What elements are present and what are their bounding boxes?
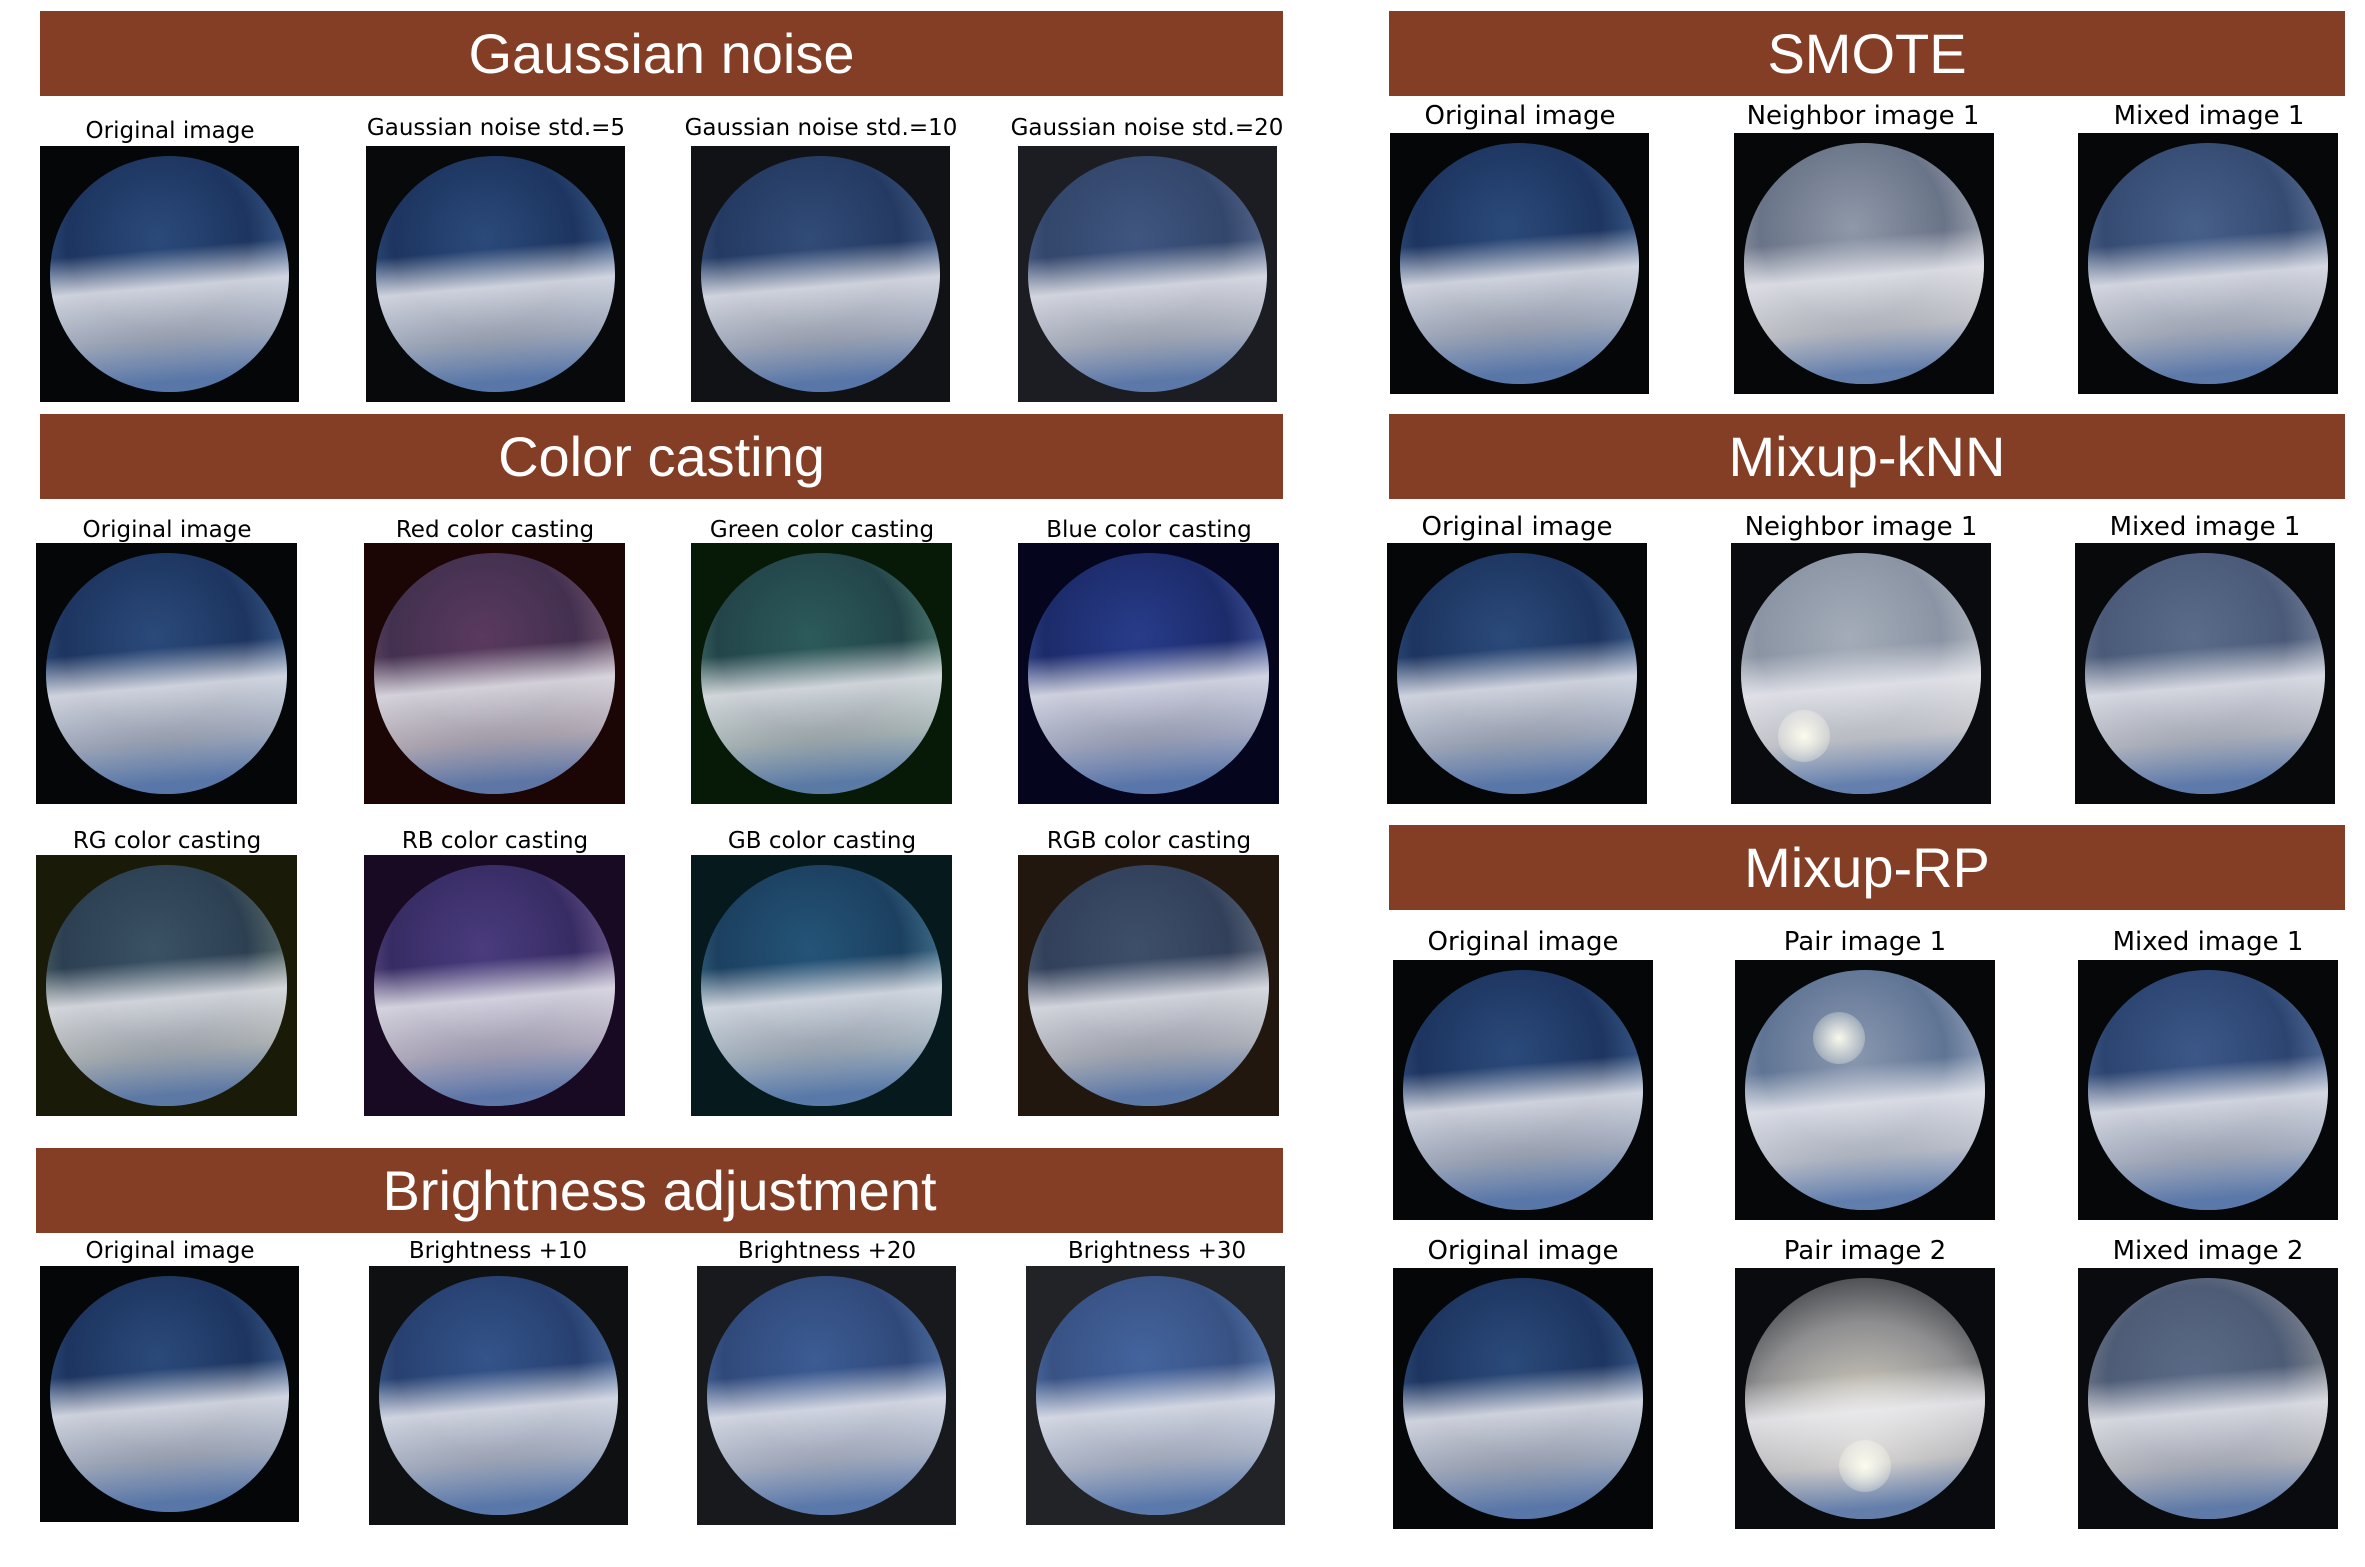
sky-image bbox=[40, 146, 299, 402]
cloud-layer bbox=[701, 156, 940, 392]
sky-image bbox=[691, 855, 952, 1116]
sun-glare bbox=[1839, 1440, 1891, 1493]
mixup-knn-title: Mixup-kNN bbox=[1728, 425, 2006, 488]
sky-image bbox=[691, 543, 952, 804]
image-caption: Brightness +20 bbox=[737, 1238, 917, 1264]
cloud-layer bbox=[46, 553, 287, 794]
cloud-layer bbox=[2088, 1278, 2328, 1519]
image-caption: Mixed image 1 bbox=[2109, 512, 2301, 542]
cloud-layer bbox=[374, 865, 615, 1106]
cloud-layer bbox=[1028, 553, 1269, 794]
brightness-title: Brightness adjustment bbox=[382, 1159, 937, 1222]
cloud-layer bbox=[374, 553, 615, 794]
sun-glare bbox=[1813, 1012, 1865, 1064]
sky-image bbox=[40, 1266, 299, 1522]
cloud-layer bbox=[1745, 970, 1985, 1210]
gaussian-noise-title: Gaussian noise bbox=[468, 22, 855, 85]
image-caption: Brightness +30 bbox=[1067, 1238, 1247, 1264]
sky-image bbox=[1026, 1266, 1285, 1525]
image-caption: Mixed image 1 bbox=[2113, 101, 2305, 131]
color-casting-title: Color casting bbox=[498, 425, 825, 488]
image-caption: RB color casting bbox=[401, 828, 589, 854]
cloud-layer bbox=[1403, 1278, 1643, 1519]
image-caption: Original image bbox=[85, 1238, 255, 1264]
image-caption: Pair image 2 bbox=[1783, 1236, 1947, 1266]
cloud-layer bbox=[2088, 143, 2328, 384]
sky-image bbox=[2075, 543, 2335, 804]
image-caption: RGB color casting bbox=[1046, 828, 1252, 854]
cloud-layer bbox=[1741, 553, 1981, 794]
cloud-layer bbox=[1744, 143, 1984, 384]
image-caption: Neighbor image 1 bbox=[1746, 101, 1980, 131]
image-caption: Neighbor image 1 bbox=[1744, 512, 1978, 542]
brightness-banner: Brightness adjustment bbox=[36, 1148, 1283, 1233]
sky-image bbox=[36, 543, 297, 804]
cloud-layer bbox=[50, 156, 289, 392]
image-caption: Pair image 1 bbox=[1783, 927, 1947, 957]
image-caption: Mixed image 1 bbox=[2112, 927, 2304, 957]
sun-glare bbox=[1777, 710, 1830, 763]
sky-image bbox=[1735, 1268, 1995, 1529]
smote-title: SMOTE bbox=[1767, 22, 1967, 85]
cloud-layer bbox=[1028, 156, 1267, 392]
image-caption: Gaussian noise std.=20 bbox=[1010, 115, 1284, 141]
sky-image bbox=[1387, 543, 1647, 804]
sky-image bbox=[364, 855, 625, 1116]
sky-image bbox=[1734, 133, 1994, 394]
image-caption: GB color casting bbox=[727, 828, 917, 854]
sky-image bbox=[1393, 1268, 1653, 1529]
sky-image bbox=[1731, 543, 1991, 804]
cloud-layer bbox=[1036, 1276, 1275, 1515]
image-caption: Brightness +10 bbox=[408, 1238, 588, 1264]
cloud-layer bbox=[379, 1276, 618, 1515]
sky-image bbox=[2078, 133, 2338, 394]
image-caption: Gaussian noise std.=5 bbox=[366, 115, 626, 141]
cloud-layer bbox=[50, 1276, 289, 1512]
cloud-layer bbox=[1400, 143, 1639, 384]
cloud-layer bbox=[1397, 553, 1637, 794]
mixup-rp-title: Mixup-RP bbox=[1744, 836, 1990, 899]
cloud-layer bbox=[376, 156, 615, 392]
image-caption: Original image bbox=[82, 517, 252, 543]
smote-banner: SMOTE bbox=[1389, 11, 2345, 96]
image-caption: Original image bbox=[1427, 1236, 1619, 1266]
cloud-layer bbox=[2088, 970, 2328, 1210]
image-caption: Original image bbox=[1421, 512, 1613, 542]
sky-image bbox=[369, 1266, 628, 1525]
color-casting-banner: Color casting bbox=[40, 414, 1283, 499]
sky-image bbox=[36, 855, 297, 1116]
mixup-rp-banner: Mixup-RP bbox=[1389, 825, 2345, 910]
cloud-layer bbox=[1028, 865, 1269, 1106]
sky-image bbox=[1018, 543, 1279, 804]
image-caption: Green color casting bbox=[709, 517, 935, 543]
cloud-layer bbox=[707, 1276, 946, 1515]
image-caption: Original image bbox=[85, 118, 255, 144]
cloud-layer bbox=[1403, 970, 1643, 1210]
sky-image bbox=[1018, 855, 1279, 1116]
gaussian-noise-banner: Gaussian noise bbox=[40, 11, 1283, 96]
image-caption: Red color casting bbox=[395, 517, 595, 543]
image-caption: Original image bbox=[1424, 101, 1616, 131]
image-caption: Mixed image 2 bbox=[2112, 1236, 2304, 1266]
cloud-layer bbox=[2085, 553, 2325, 794]
cloud-layer bbox=[701, 553, 942, 794]
sky-image bbox=[2078, 960, 2338, 1220]
mixup-knn-banner: Mixup-kNN bbox=[1389, 414, 2345, 499]
sky-image bbox=[691, 146, 950, 402]
sky-image bbox=[1018, 146, 1277, 402]
sky-image bbox=[364, 543, 625, 804]
sky-image bbox=[697, 1266, 956, 1525]
cloud-layer bbox=[701, 865, 942, 1106]
image-caption: Original image bbox=[1427, 927, 1619, 957]
image-caption: Gaussian noise std.=10 bbox=[684, 115, 958, 141]
sky-image bbox=[1390, 133, 1649, 394]
cloud-layer bbox=[46, 865, 287, 1106]
image-caption: Blue color casting bbox=[1046, 517, 1252, 543]
sky-image bbox=[1735, 960, 1995, 1220]
sky-image bbox=[1393, 960, 1653, 1220]
image-caption: RG color casting bbox=[72, 828, 262, 854]
sky-image bbox=[2078, 1268, 2338, 1529]
sky-image bbox=[366, 146, 625, 402]
